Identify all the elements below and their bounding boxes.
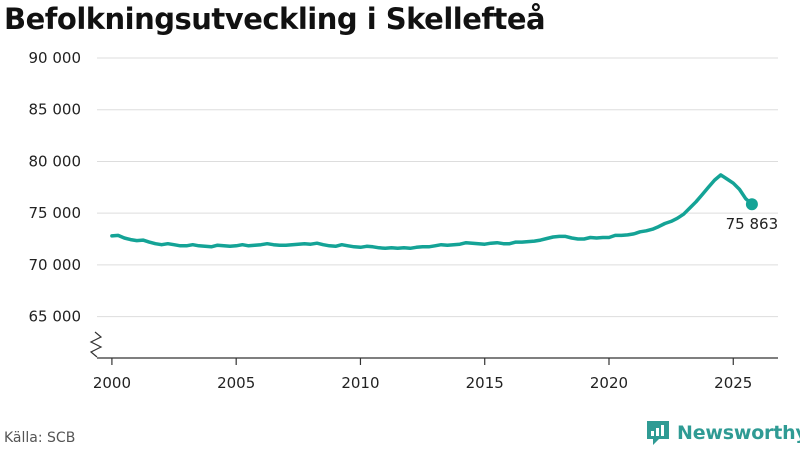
x-tick-label: 2010 [341, 374, 379, 392]
end-point-label: 75 863 [726, 215, 779, 233]
axis-break-icon [89, 331, 103, 358]
y-tick-label: 75 000 [29, 204, 82, 222]
x-tick-label: 2000 [93, 374, 131, 392]
y-tick-label: 70 000 [29, 256, 82, 274]
y-tick-label: 85 000 [29, 101, 82, 119]
y-tick-label: 65 000 [29, 308, 82, 326]
page-title: Befolkningsutveckling i Skellefteå [4, 2, 546, 36]
x-tick-label: 2020 [590, 374, 628, 392]
newsworthy-logo-icon [647, 421, 669, 445]
y-tick-label: 90 000 [29, 49, 82, 67]
x-axis [89, 331, 778, 359]
source-note: Källa: SCB [4, 430, 76, 446]
x-tick-label: 2005 [217, 374, 255, 392]
end-point-marker [745, 198, 758, 211]
y-tick-label: 80 000 [29, 152, 82, 170]
y-axis-ticks: 65 000 70 000 75 000 80 000 85 000 90 000 [29, 49, 82, 326]
x-tick-label: 2015 [466, 374, 504, 392]
x-tick-label: 2025 [714, 374, 752, 392]
population-series-line [110, 173, 754, 251]
brand-name: Newsworthy [677, 422, 800, 444]
grid-lines [97, 57, 778, 318]
brand: Newsworthy [645, 419, 800, 447]
x-axis-ticks: 2000 2005 2010 2015 2020 2025 [93, 358, 752, 392]
